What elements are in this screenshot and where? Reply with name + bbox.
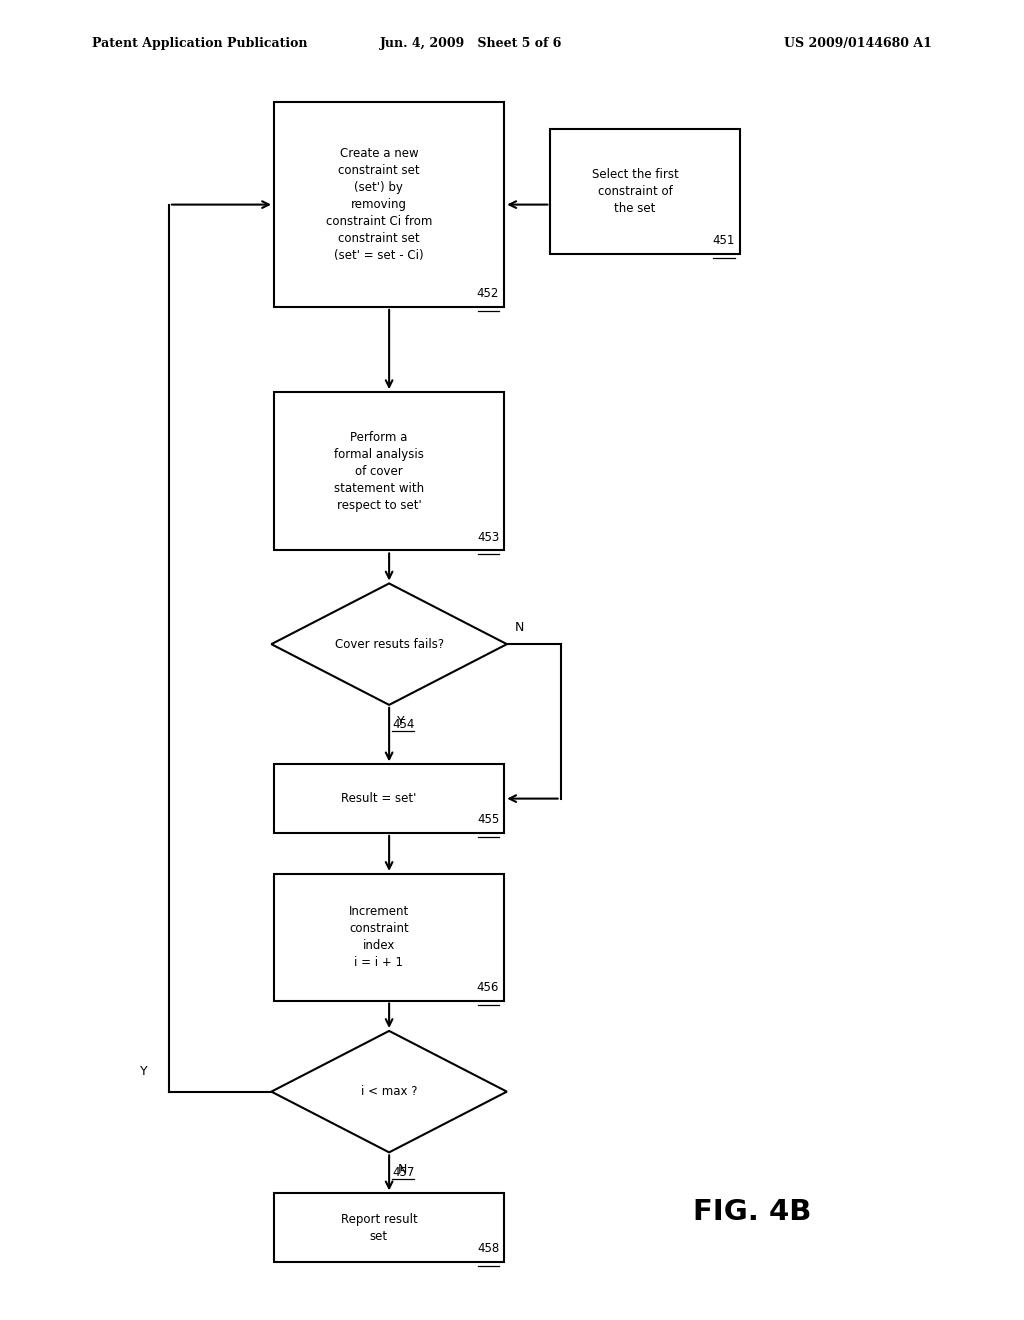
Text: 451: 451 (713, 235, 735, 248)
Text: 453: 453 (477, 531, 500, 544)
Text: N: N (397, 1163, 407, 1176)
Text: Result = set': Result = set' (341, 792, 417, 805)
Text: 457: 457 (392, 1166, 415, 1179)
Text: US 2009/0144680 A1: US 2009/0144680 A1 (784, 37, 932, 50)
Text: Increment
constraint
index
i = i + 1: Increment constraint index i = i + 1 (349, 906, 409, 969)
Text: Y: Y (397, 715, 404, 729)
Bar (274, 392, 505, 550)
Text: Report result
set: Report result set (341, 1213, 417, 1242)
Text: 456: 456 (477, 981, 500, 994)
Text: Y: Y (139, 1065, 147, 1078)
Bar (274, 1193, 505, 1262)
Text: N: N (515, 620, 524, 634)
Bar (551, 129, 739, 253)
Text: FIG. 4B: FIG. 4B (693, 1197, 812, 1226)
Text: 454: 454 (392, 718, 415, 731)
Text: i < max ?: i < max ? (360, 1085, 418, 1098)
Text: Create a new
constraint set
(set') by
removing
constraint Ci from
constraint set: Create a new constraint set (set') by re… (326, 147, 432, 263)
Text: 455: 455 (477, 813, 500, 826)
Text: Jun. 4, 2009   Sheet 5 of 6: Jun. 4, 2009 Sheet 5 of 6 (380, 37, 562, 50)
Text: Select the first
constraint of
the set: Select the first constraint of the set (592, 168, 678, 215)
Text: 458: 458 (477, 1242, 500, 1255)
Polygon shape (271, 1031, 507, 1152)
Bar (274, 874, 505, 1001)
Bar (274, 764, 505, 833)
Polygon shape (271, 583, 507, 705)
Text: Perform a
formal analysis
of cover
statement with
respect to set': Perform a formal analysis of cover state… (334, 430, 424, 512)
Text: Cover resuts fails?: Cover resuts fails? (335, 638, 443, 651)
Text: Patent Application Publication: Patent Application Publication (92, 37, 307, 50)
Bar (274, 103, 505, 308)
Text: 452: 452 (477, 288, 500, 301)
